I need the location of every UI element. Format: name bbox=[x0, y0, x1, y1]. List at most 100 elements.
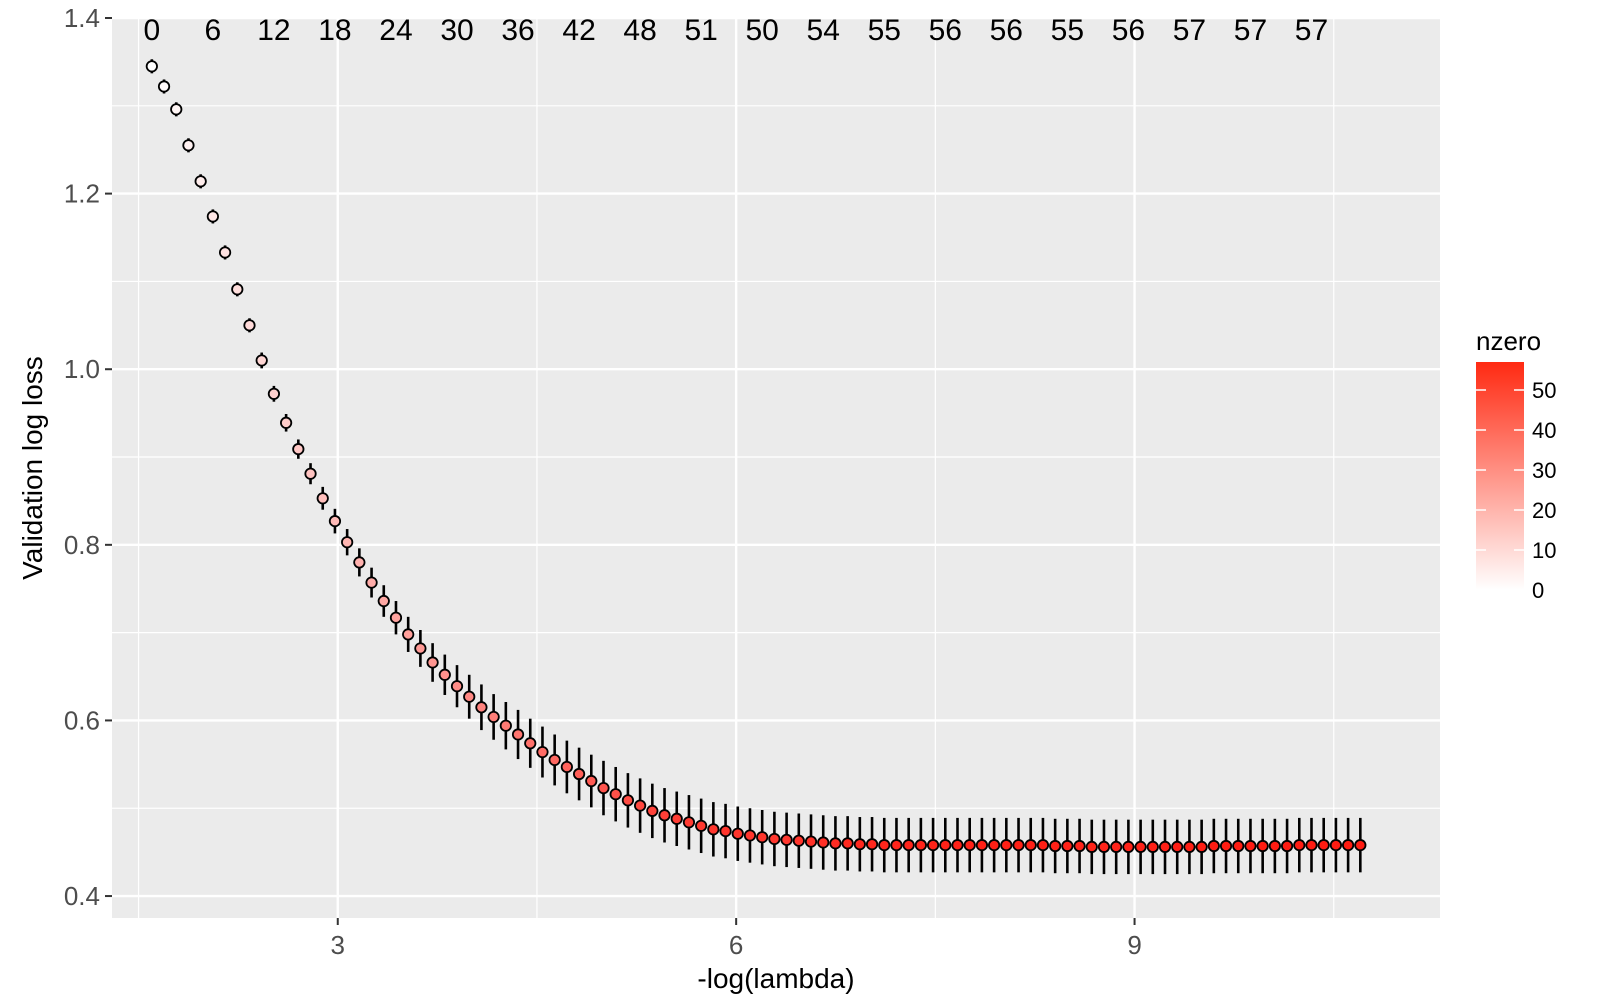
data-point bbox=[1207, 839, 1220, 853]
x-tick-label: 3 bbox=[331, 930, 345, 960]
data-point bbox=[768, 832, 781, 846]
legend-tick-label: 0 bbox=[1532, 578, 1544, 603]
nzero-label: 56 bbox=[990, 14, 1023, 47]
data-point bbox=[389, 611, 403, 624]
data-point bbox=[414, 642, 427, 655]
legend-tick-label: 10 bbox=[1532, 538, 1556, 563]
data-point bbox=[524, 737, 537, 750]
data-point bbox=[145, 60, 158, 73]
data-point bbox=[572, 767, 586, 781]
nzero-label: 6 bbox=[205, 14, 222, 47]
data-point bbox=[1036, 839, 1050, 852]
data-point bbox=[1317, 839, 1330, 852]
data-point bbox=[988, 839, 1001, 852]
data-point bbox=[316, 492, 329, 505]
data-point bbox=[1134, 840, 1147, 853]
nzero-label: 24 bbox=[379, 14, 412, 47]
data-point bbox=[951, 839, 964, 852]
data-point bbox=[865, 838, 879, 851]
data-point bbox=[1000, 839, 1013, 852]
data-point bbox=[1049, 839, 1062, 853]
nzero-labels: 0 6 12 18 24 30 36 42 48 51 50 54 55 56 56 55 56 57 57 57 bbox=[143, 14, 1328, 47]
data-point bbox=[1305, 839, 1318, 852]
data-point bbox=[939, 839, 952, 852]
data-point bbox=[463, 690, 476, 703]
data-point bbox=[1085, 840, 1098, 853]
data-point bbox=[743, 829, 757, 842]
legend-tick-label: 20 bbox=[1532, 498, 1556, 523]
nzero-label: 0 bbox=[143, 14, 160, 47]
nzero-label: 48 bbox=[623, 14, 656, 47]
legend-tick-label: 50 bbox=[1532, 378, 1556, 403]
data-point bbox=[1329, 839, 1343, 852]
nzero-label: 56 bbox=[1112, 14, 1145, 47]
data-point bbox=[426, 656, 439, 669]
data-point bbox=[609, 788, 622, 801]
data-point bbox=[1122, 840, 1135, 853]
data-point bbox=[218, 246, 232, 259]
data-point bbox=[1244, 839, 1257, 853]
data-point bbox=[634, 799, 647, 812]
data-point bbox=[707, 823, 720, 836]
x-tick-label: 9 bbox=[1127, 930, 1141, 960]
data-point bbox=[536, 745, 549, 759]
data-point bbox=[267, 387, 281, 400]
data-point bbox=[731, 827, 744, 840]
data-point bbox=[853, 838, 866, 851]
y-tick-label: 0.8 bbox=[64, 530, 100, 560]
data-point bbox=[670, 812, 683, 825]
data-point bbox=[377, 594, 390, 608]
data-point bbox=[328, 515, 342, 528]
nzero-label: 57 bbox=[1173, 14, 1206, 47]
data-point bbox=[1354, 839, 1367, 852]
data-point bbox=[194, 175, 207, 188]
data-point bbox=[1293, 839, 1306, 852]
data-point bbox=[1012, 839, 1025, 852]
data-point bbox=[341, 536, 354, 549]
y-tick-label: 0.6 bbox=[64, 705, 100, 735]
data-point bbox=[890, 839, 903, 852]
data-point bbox=[365, 576, 378, 589]
data-point bbox=[1195, 840, 1208, 853]
data-point bbox=[719, 824, 732, 838]
data-point bbox=[902, 839, 915, 852]
data-point bbox=[1232, 839, 1245, 853]
data-point bbox=[1110, 840, 1123, 853]
x-tick-label: 6 bbox=[729, 930, 743, 960]
data-point bbox=[1158, 840, 1172, 853]
data-point bbox=[487, 710, 500, 724]
legend-colorbar bbox=[1476, 362, 1524, 590]
nzero-label: 36 bbox=[501, 14, 534, 47]
y-tick-label: 0.4 bbox=[64, 881, 100, 911]
data-point bbox=[560, 760, 573, 774]
grid-minor bbox=[112, 18, 1440, 918]
data-point bbox=[450, 680, 464, 693]
data-point bbox=[170, 103, 183, 116]
data-point bbox=[646, 804, 659, 817]
data-point bbox=[914, 839, 927, 852]
nzero-label: 50 bbox=[745, 14, 778, 47]
y-tick-label: 1.2 bbox=[64, 179, 100, 209]
data-point bbox=[963, 839, 976, 852]
data-point bbox=[475, 701, 488, 714]
y-tick-label: 1.4 bbox=[64, 3, 100, 33]
nzero-label: 54 bbox=[807, 14, 840, 47]
nzero-label: 30 bbox=[440, 14, 473, 47]
data-point bbox=[841, 837, 854, 850]
data-point bbox=[621, 794, 635, 807]
legend-title: nzero bbox=[1476, 326, 1541, 356]
data-point bbox=[353, 556, 366, 569]
data-point bbox=[1061, 839, 1074, 853]
axes: 3 6 90.40.60.81.01.21.4 bbox=[64, 3, 1142, 960]
data-point bbox=[792, 834, 805, 847]
y-tick-label: 1.0 bbox=[64, 354, 100, 384]
nzero-label: 55 bbox=[868, 14, 901, 47]
data-point bbox=[402, 628, 415, 641]
data-point bbox=[1342, 839, 1355, 852]
nzero-label: 51 bbox=[684, 14, 717, 47]
nzero-label: 56 bbox=[929, 14, 962, 47]
data-point bbox=[206, 210, 219, 223]
data-point bbox=[292, 443, 305, 456]
data-point bbox=[975, 839, 989, 852]
